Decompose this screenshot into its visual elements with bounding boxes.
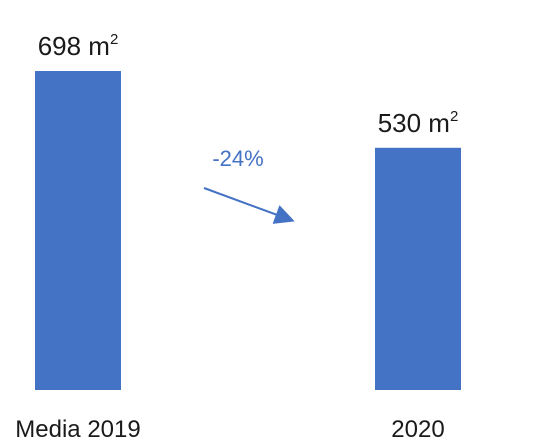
value-label-media-2019: 698 m2 [38,31,119,61]
bar-2020 [375,147,461,390]
value-label-2020: 530 m2 [378,108,459,138]
value-label-unit-superscript: 2 [450,108,458,125]
category-label-2020: 2020 [391,416,444,443]
bars-group [35,71,461,390]
change-arrow [203,187,295,224]
category-labels-group: Media 2019 2020 [15,416,444,443]
value-label-unit-superscript: 2 [110,31,118,48]
change-annotation: -24% [203,146,295,224]
value-label-text: 698 m [38,31,110,61]
change-percent-label: -24% [212,146,263,171]
value-label-text: 530 m [378,108,450,138]
category-label-media-2019: Media 2019 [15,416,140,443]
bar-media-2019 [35,71,121,390]
